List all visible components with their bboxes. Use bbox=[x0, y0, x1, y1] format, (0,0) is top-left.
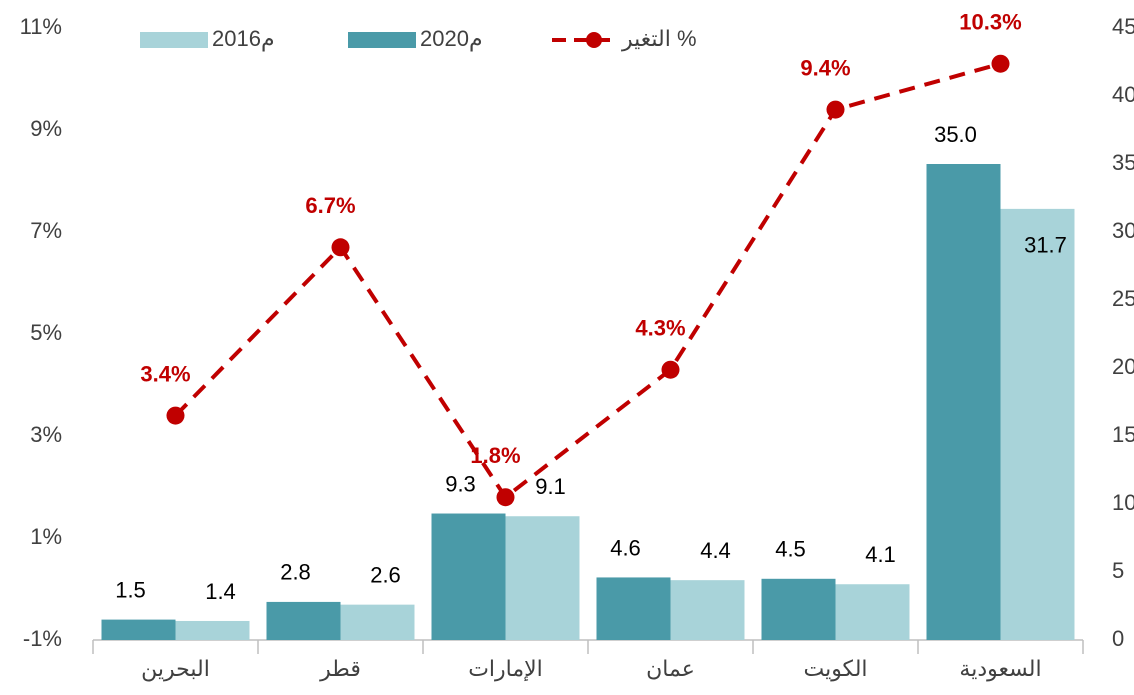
bar bbox=[431, 513, 506, 640]
y-tick-label: 3% bbox=[30, 422, 62, 447]
legend-label: 2016م bbox=[212, 26, 275, 51]
data-label: 4.5 bbox=[775, 537, 806, 562]
bar bbox=[670, 580, 745, 640]
bar bbox=[340, 604, 415, 640]
line-point bbox=[826, 100, 845, 119]
y2-tick-label: 5 bbox=[1112, 558, 1124, 583]
line-point bbox=[496, 488, 515, 507]
y2-tick-label: 40 bbox=[1112, 82, 1134, 107]
y-tick-label: -1% bbox=[23, 626, 62, 651]
x-tick-label: الإمارات bbox=[468, 656, 543, 681]
data-label: 1.4 bbox=[205, 579, 236, 604]
bar bbox=[175, 620, 250, 640]
y2-tick-label: 45 bbox=[1112, 14, 1134, 39]
y2-tick-label: 35 bbox=[1112, 150, 1134, 175]
bar bbox=[101, 619, 176, 640]
data-label: 1.5 bbox=[115, 577, 146, 602]
y-tick-label: 1% bbox=[30, 524, 62, 549]
y2-tick-label: 20 bbox=[1112, 354, 1134, 379]
data-label: 1.8% bbox=[470, 443, 520, 468]
legend-swatch bbox=[140, 32, 208, 48]
data-label: 35.0 bbox=[934, 122, 977, 147]
y-tick-label: 5% bbox=[30, 320, 62, 345]
y2-tick-label: 15 bbox=[1112, 422, 1134, 447]
data-label: 4.3% bbox=[635, 316, 685, 341]
line bbox=[174, 61, 1002, 501]
bar bbox=[926, 164, 1001, 640]
bar bbox=[835, 584, 910, 640]
line-point bbox=[166, 406, 185, 425]
legend-swatch bbox=[348, 32, 416, 48]
x-tick-label: السعودية bbox=[959, 656, 1041, 681]
y2-tick-label: 10 bbox=[1112, 490, 1134, 515]
legend-label: 2020م bbox=[420, 26, 483, 51]
data-label: 9.1 bbox=[535, 474, 566, 499]
bar bbox=[1000, 208, 1075, 640]
bar bbox=[596, 577, 671, 640]
legend-swatch bbox=[586, 32, 602, 48]
x-tick-label: عمان bbox=[646, 656, 695, 681]
y2-tick-label: 0 bbox=[1112, 626, 1124, 651]
data-label: 31.7 bbox=[1024, 233, 1067, 258]
data-label: 2.6 bbox=[370, 562, 401, 587]
data-label: 9.3 bbox=[445, 471, 476, 496]
data-label: 4.1 bbox=[865, 542, 896, 567]
x-tick-label: الكويت bbox=[803, 656, 867, 681]
data-label: 4.6 bbox=[610, 535, 641, 560]
y2-tick-label: 25 bbox=[1112, 286, 1134, 311]
y2-tick-label: 30 bbox=[1112, 218, 1134, 243]
data-label: 6.7% bbox=[305, 193, 355, 218]
bar bbox=[266, 601, 341, 640]
bar bbox=[505, 516, 580, 640]
data-label: 3.4% bbox=[140, 361, 190, 386]
line-point bbox=[331, 238, 350, 257]
x-tick-label: قطر bbox=[319, 656, 361, 681]
data-label: 4.4 bbox=[700, 538, 731, 563]
data-label: 9.4% bbox=[800, 55, 850, 80]
y-tick-label: 9% bbox=[30, 116, 62, 141]
x-tick-label: البحرين bbox=[141, 656, 210, 681]
y-tick-label: 11% bbox=[20, 14, 62, 39]
data-label: 10.3% bbox=[959, 10, 1021, 35]
y-tick-label: 7% bbox=[30, 218, 62, 243]
bar bbox=[761, 578, 836, 640]
legend-label: التغير % bbox=[621, 26, 697, 51]
line-point bbox=[991, 54, 1010, 73]
data-label: 2.8 bbox=[280, 560, 311, 585]
line-point bbox=[661, 360, 680, 379]
